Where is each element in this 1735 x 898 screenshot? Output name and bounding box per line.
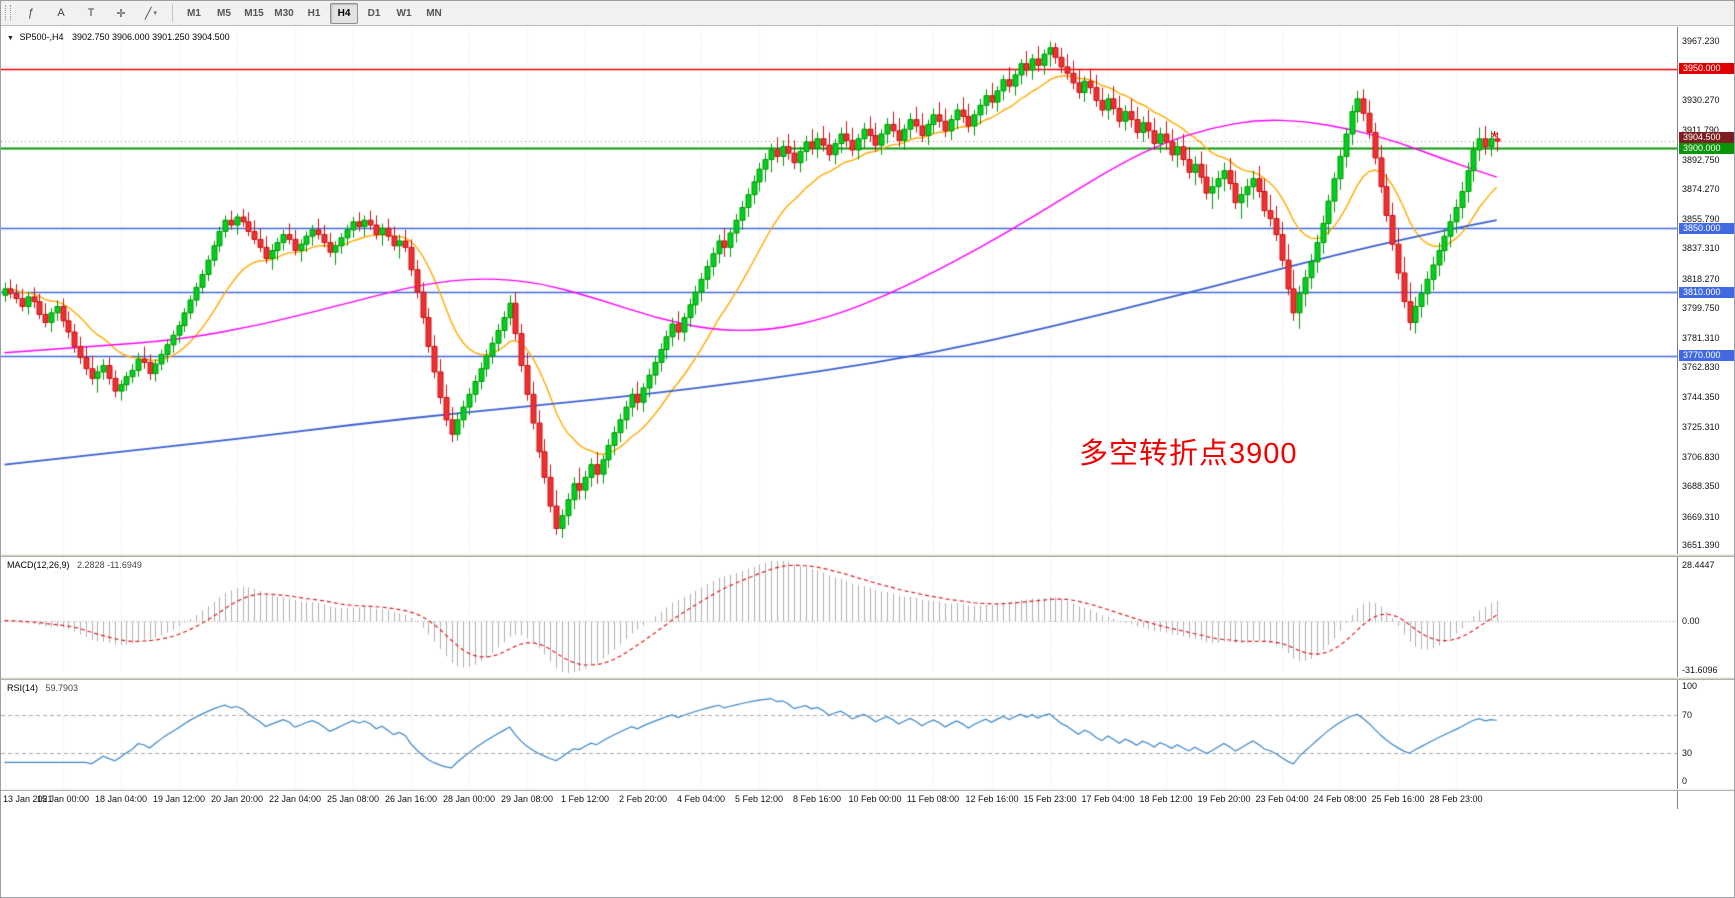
time-axis-label: 18 Jan 04:00 [94, 794, 148, 804]
macd-axis-zero: 0.00 [1682, 616, 1700, 626]
time-axis-label: 20 Jan 20:00 [210, 794, 264, 804]
current-price-badge: 3904.500 [1679, 132, 1734, 143]
timeframe-m30-button[interactable]: M30 [274, 7, 294, 19]
time-axis-label: 5 Feb 12:00 [734, 794, 784, 804]
timeframe-mn-button[interactable]: MN [426, 7, 442, 19]
rsi-timeaxis-splitter[interactable] [1, 789, 1734, 791]
price-axis-tick: 3967.230 [1682, 36, 1720, 46]
time-axis-label: 25 Feb 16:00 [1371, 794, 1425, 804]
timeframe-w1-button[interactable]: W1 [396, 7, 412, 19]
rsi-panel-canvas[interactable] [1, 680, 1677, 789]
price-axis-tick: 3725.310 [1682, 422, 1720, 432]
time-axis-label: 18 Feb 12:00 [1139, 794, 1193, 804]
main-macd-splitter[interactable] [1, 554, 1734, 557]
rsi-value-text: 59.7903 [45, 683, 79, 693]
time-axis-label: 23 Feb 04:00 [1255, 794, 1309, 804]
text-tool-button[interactable]: T [87, 7, 95, 19]
toolbar: ƒ A T ✛ ╱ ▾ M1 M5 M15 M30 H1 H4 D1 W1 MN [1, 1, 1734, 26]
toolbar-separator [172, 4, 173, 22]
time-axis-label: 10 Feb 00:00 [848, 794, 902, 804]
crosshair-tool-button[interactable]: ✛ [116, 7, 126, 20]
time-axis-label: 22 Jan 04:00 [268, 794, 322, 804]
toolbar-grip[interactable] [5, 5, 11, 21]
price-axis-tick: 3930.270 [1682, 95, 1720, 105]
timeframe-m5-button[interactable]: M5 [217, 7, 231, 19]
arrow-tool-button[interactable]: A [57, 7, 65, 19]
price-axis-tick: 3799.750 [1682, 303, 1720, 313]
indicators-tool-button[interactable]: ƒ [27, 7, 35, 19]
rsi-axis-70: 70 [1682, 710, 1693, 720]
timeframe-h1-button[interactable]: H1 [307, 7, 321, 19]
drawing-tools-button[interactable]: ╱ ▾ [144, 7, 158, 20]
time-axis-label: 25 Jan 08:00 [326, 794, 380, 804]
macd-values-text: 2.2828 -11.6949 [77, 560, 142, 570]
timeframe-m1-button[interactable]: M1 [187, 7, 201, 19]
time-axis-label: 24 Feb 08:00 [1313, 794, 1367, 804]
tool-button-group: ƒ A T ✛ ╱ ▾ [16, 3, 166, 24]
macd-axis-max: 28.4447 [1682, 560, 1715, 570]
support-badge-3770: 3770.000 [1679, 350, 1734, 361]
price-axis-tick: 3911.790 [1682, 125, 1719, 135]
rsi-indicator-label: RSI(14) 59.7903 [7, 683, 78, 693]
time-axis-label: 19 Feb 20:00 [1197, 794, 1251, 804]
symbol-timeframe-text: SP500-,H4 [19, 32, 64, 42]
time-axis[interactable]: 13 Jan 2021 15 Jan 00:00 18 Jan 04:00 19 Ja… [1, 791, 1677, 809]
time-axis-label: 13 Jan 2021 [3, 794, 53, 804]
price-axis-tick: 3669.310 [1682, 512, 1720, 522]
time-axis-label: 19 Jan 12:00 [152, 794, 206, 804]
time-axis-label: 11 Feb 08:00 [906, 794, 960, 804]
main-chart-canvas[interactable] [1, 27, 1677, 554]
timeframe-m15-button[interactable]: M15 [244, 7, 264, 19]
symbol-dropdown-icon[interactable]: ▼ [7, 35, 14, 42]
turning-point-note: 多空转折点3900 [1079, 438, 1298, 470]
support-badge-3810: 3810.000 [1679, 287, 1734, 298]
rsi-axis-0: 0 [1682, 776, 1688, 786]
price-axis-tick: 3688.350 [1682, 481, 1720, 491]
time-axis-label: 12 Feb 16:00 [965, 794, 1019, 804]
time-axis-label: 15 Jan 00:00 [36, 794, 90, 804]
rsi-axis-100: 100 [1682, 681, 1698, 691]
time-axis-label: 15 Feb 23:00 [1023, 794, 1077, 804]
time-axis-label: 28 Jan 00:00 [442, 794, 496, 804]
price-axis-tick: 3762.830 [1682, 362, 1720, 372]
time-axis-label: 8 Feb 16:00 [792, 794, 842, 804]
timeframe-d1-button[interactable]: D1 [367, 7, 381, 19]
time-axis-label: 26 Jan 16:00 [384, 794, 438, 804]
time-axis-label: 28 Feb 23:00 [1429, 794, 1483, 804]
timeframe-button-group: M1 M5 M15 M30 H1 H4 D1 W1 MN [179, 2, 449, 24]
pivot-badge: 3900.000 [1679, 143, 1734, 154]
macd-panel-canvas[interactable] [1, 557, 1677, 677]
price-axis[interactable]: 3967.230 3930.270 3911.790 3892.750 3874.270… [1677, 27, 1734, 809]
time-axis-label: 2 Feb 20:00 [618, 794, 668, 804]
time-axis-label: 1 Feb 12:00 [560, 794, 610, 804]
chart-symbol-label: ▼ SP500-,H4 3902.750 3906.000 3901.250 3… [7, 32, 230, 42]
price-axis-tick: 3706.830 [1682, 452, 1720, 462]
price-axis-tick: 3651.390 [1682, 540, 1720, 550]
rsi-axis-30: 30 [1682, 748, 1693, 758]
price-axis-tick: 3744.350 [1682, 392, 1720, 402]
price-marker: * [1491, 128, 1500, 148]
price-axis-tick: 3874.270 [1682, 184, 1720, 194]
dropdown-arrow-icon: ▾ [153, 10, 158, 17]
rsi-name-text: RSI(14) [7, 683, 39, 693]
macd-rsi-splitter[interactable] [1, 677, 1734, 680]
timeframe-h4-button[interactable]: H4 [330, 2, 358, 24]
macd-axis-min: -31.6096 [1682, 665, 1718, 675]
macd-name-text: MACD(12,26,9) [7, 560, 70, 570]
time-axis-label: 29 Jan 08:00 [500, 794, 554, 804]
time-axis-label: 4 Feb 04:00 [676, 794, 726, 804]
macd-indicator-label: MACD(12,26,9) 2.2828 -11.6949 [7, 560, 142, 570]
price-axis-tick: 3855.790 [1682, 214, 1720, 224]
price-axis-tick: 3837.310 [1682, 243, 1720, 253]
price-axis-tick: 3892.750 [1682, 155, 1720, 165]
time-axis-label: 17 Feb 04:00 [1081, 794, 1135, 804]
resistance-badge: 3950.000 [1679, 63, 1734, 74]
price-axis-tick: 3781.310 [1682, 333, 1720, 343]
support-badge-3850: 3850.000 [1679, 223, 1734, 234]
price-axis-tick: 3818.270 [1682, 274, 1720, 284]
ohlc-values-text: 3902.750 3906.000 3901.250 3904.500 [72, 32, 230, 42]
